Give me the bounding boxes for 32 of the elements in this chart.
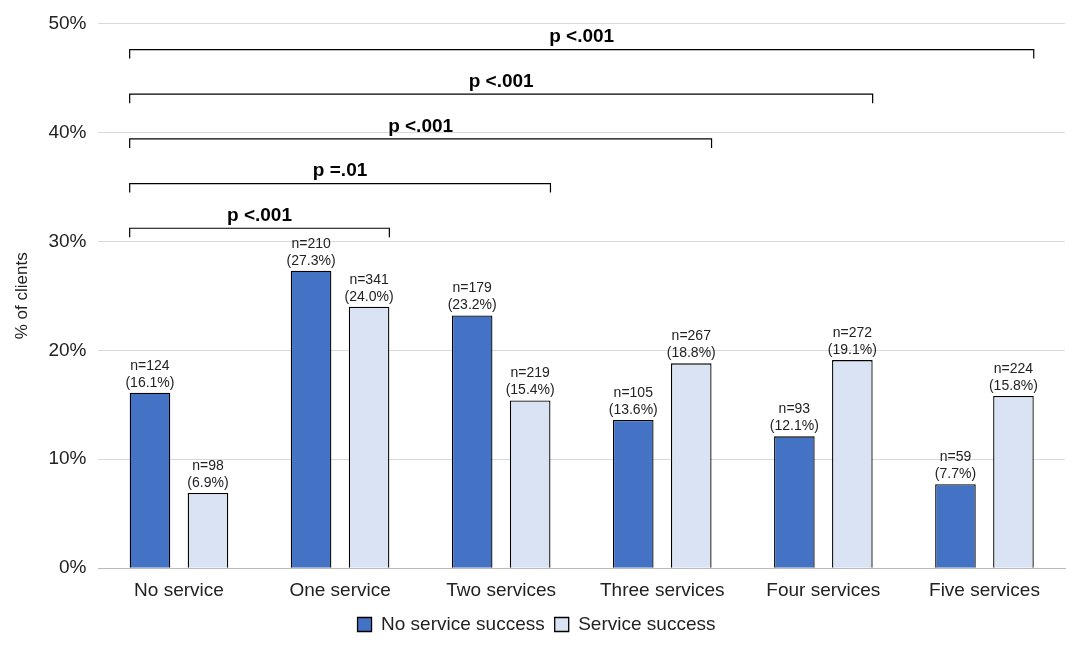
legend-label: Service success — [578, 612, 716, 634]
x-tick-label: Four services — [766, 578, 881, 600]
data-label: n=219 (15.4%) — [505, 364, 555, 398]
data-label: n=105 (13.6%) — [608, 383, 658, 417]
x-tick-label: Five services — [929, 578, 1040, 600]
annotation: p <.001 — [468, 69, 535, 91]
data-label: n=341 (24.0%) — [344, 270, 394, 304]
data-label: n=124 (16.1%) — [125, 356, 175, 390]
data-label: n=210 (27.3%) — [286, 234, 336, 268]
x-tick-label: Two services — [446, 578, 557, 600]
x-tick-label: Three services — [599, 578, 725, 600]
y-axis-title: % of clients — [11, 252, 31, 340]
data-label: n=59 (7.7%) — [934, 448, 977, 482]
y-tick-label: 20% — [48, 338, 87, 360]
annotation: p <.001 — [227, 203, 293, 225]
y-tick-label: 50% — [48, 11, 87, 33]
x-tick-label: No service — [134, 578, 224, 600]
y-tick-label: 40% — [48, 120, 87, 142]
y-tick-label: 30% — [48, 229, 87, 251]
y-tick-label: 0% — [58, 556, 87, 578]
data-label: n=267 (18.8%) — [666, 327, 716, 361]
annotation: p =.01 — [312, 159, 368, 181]
data-label: n=93 (12.1%) — [769, 400, 819, 434]
data-label: n=272 (19.1%) — [827, 323, 877, 357]
legend-label: No service success — [381, 612, 545, 634]
annotation: p <.001 — [388, 114, 454, 136]
data-label: n=179 (23.2%) — [447, 279, 497, 313]
data-label: n=98 (6.9%) — [187, 456, 229, 490]
data-label: n=224 (15.8%) — [988, 359, 1038, 393]
annotation: p <.001 — [549, 25, 615, 47]
x-tick-label: One service — [289, 578, 391, 600]
y-tick-label: 10% — [48, 447, 87, 469]
